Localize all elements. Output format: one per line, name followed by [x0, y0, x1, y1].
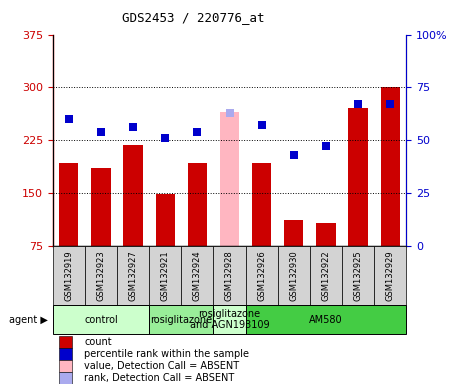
Text: GSM132919: GSM132919	[64, 250, 73, 301]
Text: GSM132930: GSM132930	[289, 250, 298, 301]
FancyBboxPatch shape	[149, 305, 213, 334]
Text: value, Detection Call = ABSENT: value, Detection Call = ABSENT	[84, 361, 240, 371]
FancyBboxPatch shape	[213, 305, 246, 334]
Bar	[59, 336, 72, 348]
Bar	[252, 164, 271, 246]
Text: GSM132926: GSM132926	[257, 250, 266, 301]
Bar	[284, 220, 303, 246]
FancyBboxPatch shape	[374, 246, 406, 305]
Bar	[220, 112, 239, 246]
FancyBboxPatch shape	[149, 246, 181, 305]
FancyBboxPatch shape	[85, 246, 117, 305]
Text: count: count	[84, 337, 112, 347]
Bar	[188, 164, 207, 246]
Bar	[381, 88, 400, 246]
Bar	[348, 109, 368, 246]
FancyBboxPatch shape	[278, 246, 310, 305]
Bar	[316, 223, 336, 246]
Text: control: control	[84, 314, 118, 325]
Text: GSM132928: GSM132928	[225, 250, 234, 301]
Text: GSM132925: GSM132925	[353, 250, 363, 301]
Text: rosiglitazone
and AGN193109: rosiglitazone and AGN193109	[190, 309, 269, 331]
Text: GSM132924: GSM132924	[193, 250, 202, 301]
Text: AM580: AM580	[309, 314, 343, 325]
Text: GSM132922: GSM132922	[321, 250, 330, 301]
Bar	[59, 372, 72, 384]
FancyBboxPatch shape	[117, 246, 149, 305]
FancyBboxPatch shape	[342, 246, 374, 305]
FancyBboxPatch shape	[310, 246, 342, 305]
Text: agent ▶: agent ▶	[9, 314, 48, 325]
Bar	[59, 348, 72, 360]
Text: GSM132923: GSM132923	[96, 250, 106, 301]
Text: GSM132921: GSM132921	[161, 250, 170, 301]
Text: rosiglitazone: rosiglitazone	[150, 314, 213, 325]
Text: rank, Detection Call = ABSENT: rank, Detection Call = ABSENT	[84, 373, 235, 383]
Text: percentile rank within the sample: percentile rank within the sample	[84, 349, 249, 359]
FancyBboxPatch shape	[181, 246, 213, 305]
Text: GSM132927: GSM132927	[129, 250, 138, 301]
Bar	[59, 360, 72, 372]
Text: GDS2453 / 220776_at: GDS2453 / 220776_at	[122, 12, 264, 25]
Bar	[91, 168, 111, 246]
Bar	[123, 145, 143, 246]
Text: GSM132929: GSM132929	[386, 250, 395, 301]
Bar	[156, 194, 175, 246]
Bar	[59, 164, 78, 246]
FancyBboxPatch shape	[53, 246, 85, 305]
FancyBboxPatch shape	[246, 305, 406, 334]
FancyBboxPatch shape	[53, 305, 149, 334]
FancyBboxPatch shape	[246, 246, 278, 305]
FancyBboxPatch shape	[213, 246, 246, 305]
